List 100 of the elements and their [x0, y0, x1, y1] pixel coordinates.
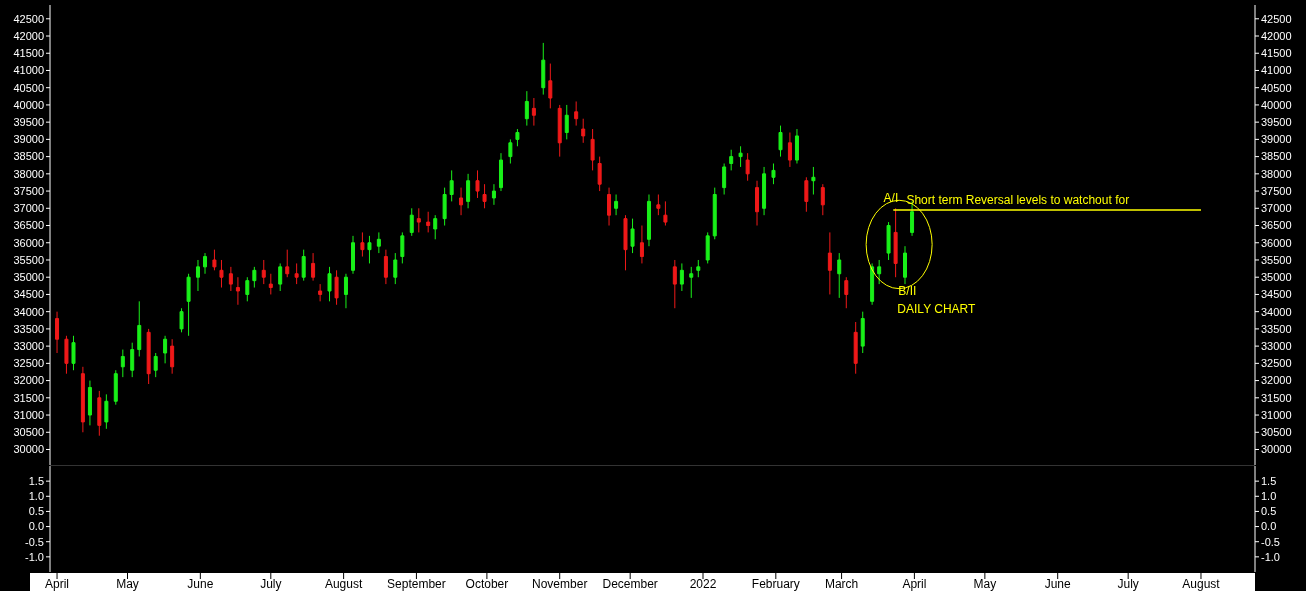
y2-tick-label: 42500	[1261, 12, 1292, 25]
candlestick	[383, 249, 388, 285]
y2-tick-label: 36500	[1261, 219, 1292, 232]
y-tick-label: 37000	[13, 202, 44, 215]
candlestick	[195, 259, 200, 292]
candlestick	[87, 380, 92, 426]
y2-tick-label: 32000	[1261, 374, 1292, 387]
y-tick-label: 39500	[13, 116, 44, 128]
candlestick	[870, 262, 875, 306]
candlestick	[597, 156, 602, 192]
candlestick	[426, 211, 431, 233]
x-tick-label: March	[824, 577, 859, 591]
y2-tick-label: 34500	[1261, 288, 1292, 301]
candlestick	[120, 349, 125, 378]
y2-tick-label: 42000	[1261, 29, 1292, 42]
x-tick-label: July	[260, 577, 282, 591]
candlestick	[574, 100, 579, 127]
y2-tick-label: 30000	[1261, 443, 1292, 456]
y-tick-label: 31500	[13, 391, 44, 404]
candlestick	[755, 180, 760, 227]
candlestick	[515, 128, 520, 147]
y-tick-label: 35500	[13, 253, 44, 266]
candlestick	[722, 163, 727, 196]
y-tick-label: 0.0	[28, 520, 44, 533]
y2-tick-label: 33500	[1261, 322, 1292, 335]
y2-tick-label: 32500	[1261, 357, 1292, 370]
candlestick	[541, 42, 546, 96]
y-tick-label: 40000	[13, 98, 44, 111]
y-tick-label: -0.5	[25, 535, 44, 548]
candlestick	[163, 335, 168, 364]
candlestick	[557, 104, 562, 158]
candlestick	[696, 259, 701, 278]
candlestick	[787, 131, 792, 168]
candlestick	[311, 252, 316, 282]
y-tick-label: 34000	[13, 305, 44, 318]
candlestick	[449, 169, 454, 202]
y2-tick-label: 38000	[1261, 167, 1292, 180]
candlestick	[466, 173, 471, 209]
x-tick-label: December	[602, 577, 658, 591]
y2-tick-label: -0.5	[1261, 535, 1280, 548]
x-tick-label: August	[1182, 577, 1221, 591]
candlestick	[301, 249, 306, 282]
y2-tick-label: 41500	[1261, 47, 1292, 60]
y-tick-label: 40500	[13, 81, 44, 94]
x-tick-label: November	[532, 577, 588, 591]
candlestick	[186, 273, 191, 337]
candlestick	[778, 125, 783, 158]
y2-tick-label: 31000	[1261, 408, 1292, 421]
candlestick	[334, 269, 339, 306]
x-tick-label: April	[902, 577, 927, 591]
candlestick	[639, 225, 644, 264]
y2-tick-label: 40500	[1261, 81, 1292, 94]
candlestick	[393, 252, 398, 285]
candlestick	[877, 259, 882, 285]
candlestick	[235, 276, 240, 306]
y-tick-label: 34500	[13, 288, 44, 301]
y-tick-label: 42500	[13, 12, 44, 25]
candlestick	[630, 218, 635, 254]
candlestick	[663, 200, 668, 227]
y-tick-label: 39000	[13, 133, 44, 146]
candlestick	[614, 194, 619, 216]
candlestick	[771, 163, 776, 185]
candlestick	[170, 338, 175, 375]
candlestick	[886, 221, 891, 261]
candlestick	[623, 214, 628, 271]
candlestick	[745, 152, 750, 182]
x-tick-label: April	[45, 577, 70, 591]
y-tick-label: 1.0	[28, 490, 44, 503]
y2-tick-label: 33000	[1261, 339, 1292, 352]
candlestick	[179, 307, 184, 333]
candlestick	[80, 366, 85, 433]
candlestick	[893, 207, 898, 278]
candlestick	[318, 283, 323, 302]
candlestick	[712, 187, 717, 240]
candlestick	[860, 311, 865, 354]
x-tick-label: July	[1117, 577, 1139, 591]
y2-tick-label: 1.0	[1261, 490, 1277, 503]
candlestick	[376, 231, 381, 254]
candlestick	[219, 259, 224, 289]
y2-tick-label: 36000	[1261, 236, 1292, 249]
x-tick-label: May	[116, 577, 139, 591]
candlestick	[294, 262, 299, 285]
candlestick	[442, 187, 447, 227]
y2-tick-label: 30500	[1261, 426, 1292, 439]
y2-tick-label: 1.5	[1261, 474, 1277, 487]
y-tick-label: 41500	[13, 47, 44, 60]
candlestick	[400, 231, 405, 264]
candlestick	[811, 166, 816, 196]
candlestick	[228, 266, 233, 292]
y2-tick-label: 41000	[1261, 64, 1292, 77]
candlestick	[351, 235, 356, 275]
y2-tick-label: 0.5	[1261, 505, 1277, 518]
candlestick	[581, 118, 586, 144]
candlestick	[820, 183, 825, 216]
candlestick	[268, 273, 273, 295]
candlestick	[524, 90, 529, 127]
y2-tick-label: 0.0	[1261, 520, 1277, 533]
annotation: B/II	[898, 283, 917, 298]
candlestick	[252, 266, 257, 289]
y-tick-label: -1.0	[25, 550, 44, 563]
